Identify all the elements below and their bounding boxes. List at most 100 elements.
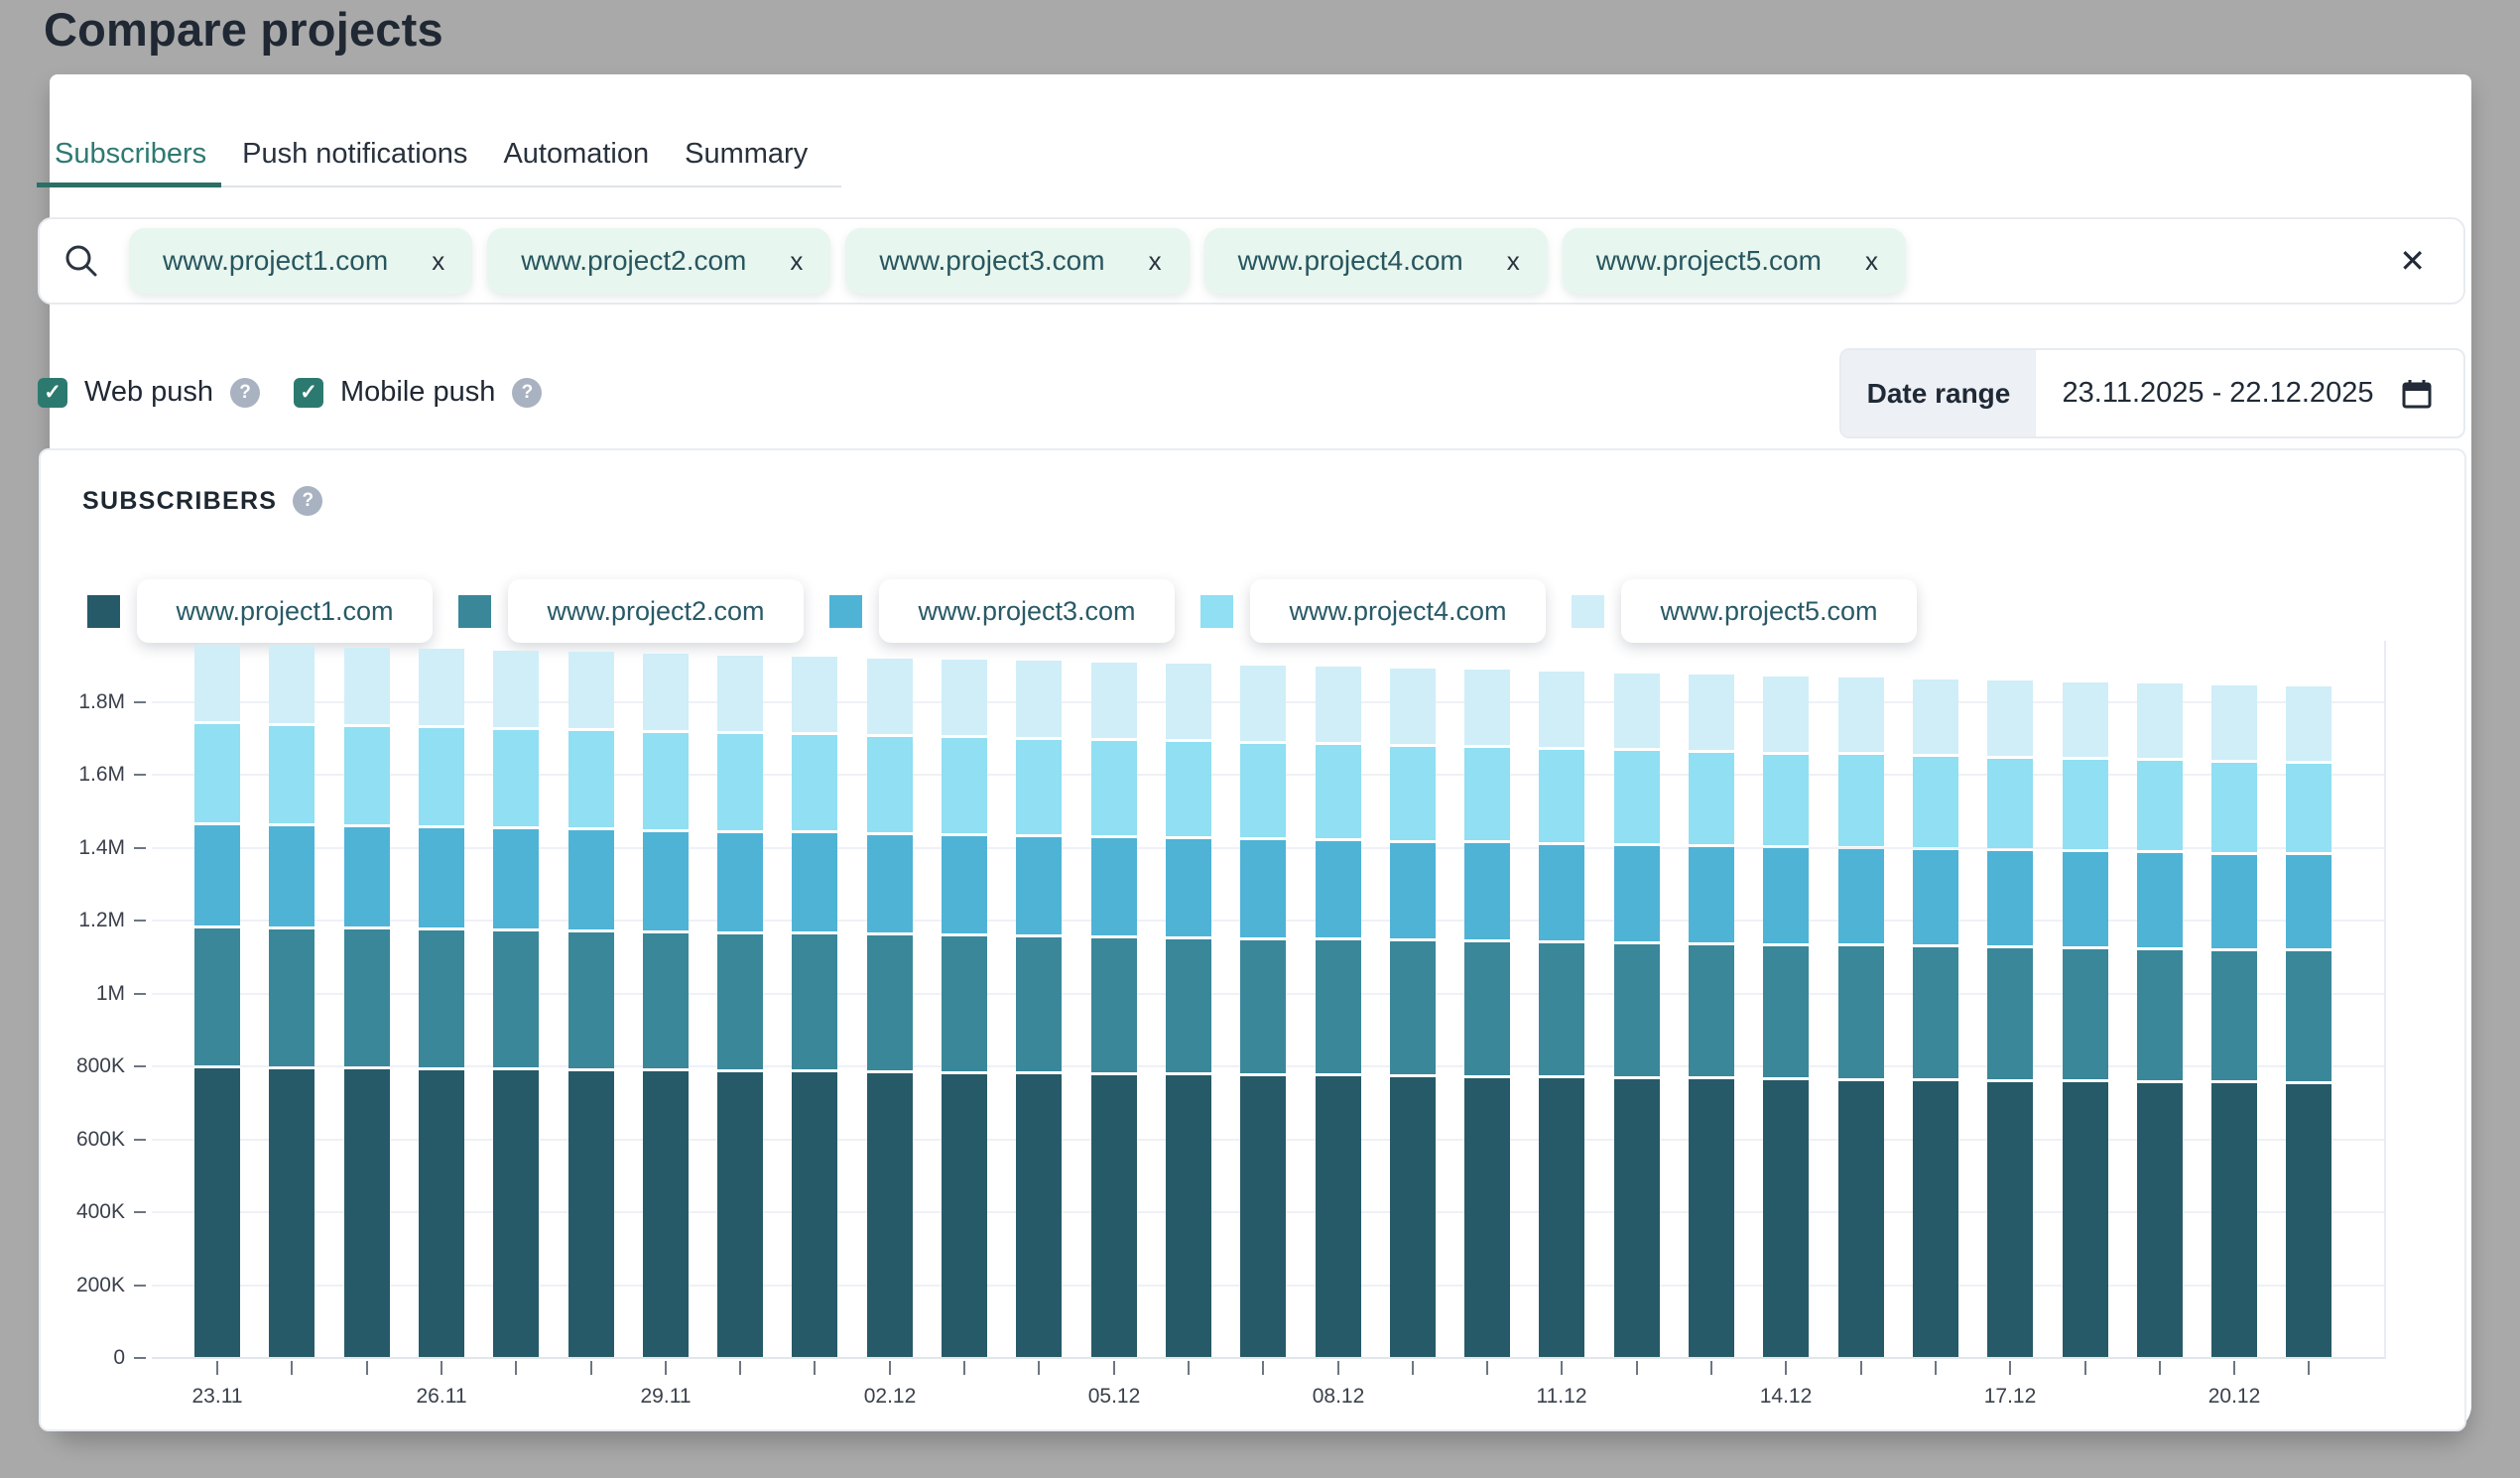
- y-axis-tick: [134, 1357, 146, 1359]
- bar-segment: [493, 651, 539, 727]
- bar-column[interactable]: [269, 628, 315, 1357]
- bar-column[interactable]: [493, 628, 539, 1357]
- bar-column[interactable]: [2286, 628, 2331, 1357]
- y-axis-label: 1.2M: [0, 909, 125, 932]
- bar-column[interactable]: [194, 628, 240, 1357]
- bar-segment: [1913, 1081, 1958, 1357]
- project-tag[interactable]: www.project5.comx: [1563, 228, 1906, 294]
- bar-segment: [1166, 1075, 1211, 1357]
- tab-automation[interactable]: Automation: [485, 130, 667, 179]
- calendar-icon[interactable]: [2400, 377, 2434, 411]
- bar-segment: [1689, 675, 1734, 750]
- bar-segment: [2286, 1084, 2331, 1357]
- bar-column[interactable]: [344, 628, 390, 1357]
- y-axis-tick: [134, 1065, 146, 1067]
- bar-column[interactable]: [867, 628, 913, 1357]
- bar-segment: [1166, 742, 1211, 836]
- bar-segment: [194, 928, 240, 1065]
- bar-segment: [419, 728, 464, 825]
- subscribers-chart: 0200K400K600K800K1M1.2M1.4M1.6M1.8M23.11…: [152, 629, 2386, 1358]
- bar-segment: [2286, 951, 2331, 1080]
- project-search-field[interactable]: www.project1.comxwww.project2.comxwww.pr…: [38, 217, 2465, 305]
- tab-subscribers[interactable]: Subscribers: [37, 130, 224, 179]
- project-tag[interactable]: www.project2.comx: [487, 228, 830, 294]
- date-range-label: Date range: [1841, 350, 2036, 436]
- bar-column[interactable]: [2211, 628, 2257, 1357]
- bar-segment: [1390, 669, 1436, 744]
- y-axis-tick: [134, 1285, 146, 1287]
- y-axis-label: 800K: [0, 1054, 125, 1078]
- bar-segment: [1614, 944, 1660, 1076]
- bar-column[interactable]: [1464, 628, 1510, 1357]
- bar-segment: [1240, 940, 1286, 1073]
- subscribers-help-icon[interactable]: ?: [293, 486, 322, 516]
- bar-segment: [1763, 946, 1809, 1077]
- bar-column[interactable]: [1539, 628, 1584, 1357]
- bar-segment: [344, 827, 390, 926]
- bar-segment: [269, 1069, 315, 1357]
- project-tag[interactable]: www.project3.com x: [845, 228, 1189, 294]
- bar-column[interactable]: [1091, 628, 1137, 1357]
- bar-column[interactable]: [792, 628, 837, 1357]
- date-range-value: 23.11.2025 - 22.12.2025: [2036, 350, 2400, 436]
- x-axis-tick: [963, 1361, 965, 1375]
- web-push-checkbox[interactable]: ✓: [38, 378, 67, 408]
- bar-column[interactable]: [2063, 628, 2108, 1357]
- bar-segment: [1913, 947, 1958, 1078]
- bar-column[interactable]: [419, 628, 464, 1357]
- bar-column[interactable]: [1316, 628, 1361, 1357]
- mobile-push-checkbox[interactable]: ✓: [294, 378, 323, 408]
- bar-column[interactable]: [1913, 628, 1958, 1357]
- date-range-picker[interactable]: Date range 23.11.2025 - 22.12.2025: [1839, 348, 2465, 438]
- x-axis-tick: [2009, 1361, 2011, 1375]
- y-axis-label: 1M: [0, 982, 125, 1006]
- x-axis-label: 17.12: [1941, 1385, 2079, 1409]
- remove-tag-icon[interactable]: x: [432, 248, 444, 274]
- bar-column[interactable]: [1390, 628, 1436, 1357]
- bar-segment: [1166, 664, 1211, 739]
- bar-column[interactable]: [1166, 628, 1211, 1357]
- bar-column[interactable]: [1240, 628, 1286, 1357]
- bar-column[interactable]: [568, 628, 614, 1357]
- chart-right-border: [2384, 641, 2386, 1358]
- bar-column[interactable]: [1838, 628, 1884, 1357]
- remove-tag-icon[interactable]: x: [1149, 248, 1162, 274]
- mobile-push-help-icon[interactable]: ?: [512, 378, 542, 408]
- project-tag[interactable]: www.project4.comx: [1204, 228, 1548, 294]
- bar-segment: [2137, 950, 2183, 1080]
- page-title: Compare projects: [44, 2, 443, 57]
- bar-segment: [643, 733, 689, 829]
- bar-segment: [194, 645, 240, 721]
- remove-tag-icon[interactable]: x: [1507, 248, 1520, 274]
- bar-column[interactable]: [1689, 628, 1734, 1357]
- bar-column[interactable]: [1016, 628, 1062, 1357]
- bar-segment: [1763, 677, 1809, 751]
- bar-column[interactable]: [1614, 628, 1660, 1357]
- tab-push-notifications[interactable]: Push notifications: [224, 130, 485, 179]
- y-axis-label: 0: [0, 1346, 125, 1370]
- project-tag[interactable]: www.project1.comx: [129, 228, 472, 294]
- bar-column[interactable]: [643, 628, 689, 1357]
- x-axis-tick: [366, 1361, 368, 1375]
- bar-column[interactable]: [717, 628, 763, 1357]
- bar-segment: [942, 1074, 987, 1357]
- bar-segment: [1614, 846, 1660, 941]
- y-axis-label: 1.4M: [0, 836, 125, 860]
- bar-segment: [1689, 945, 1734, 1077]
- project-tag-label: www.project3.com: [879, 245, 1104, 277]
- remove-tag-icon[interactable]: x: [790, 248, 803, 274]
- bar-segment: [717, 833, 763, 931]
- web-push-help-icon[interactable]: ?: [230, 378, 260, 408]
- clear-search-icon[interactable]: ✕: [2399, 242, 2426, 280]
- remove-tag-icon[interactable]: x: [1865, 248, 1878, 274]
- tab-summary[interactable]: Summary: [667, 130, 825, 179]
- bar-column[interactable]: [1763, 628, 1809, 1357]
- bar-column[interactable]: [942, 628, 987, 1357]
- bar-segment: [269, 726, 315, 824]
- bar-segment: [1539, 672, 1584, 747]
- bar-column[interactable]: [1987, 628, 2033, 1357]
- legend-swatch: [1572, 595, 1604, 628]
- bar-segment: [942, 738, 987, 833]
- bar-column[interactable]: [2137, 628, 2183, 1357]
- bar-segment: [419, 1070, 464, 1357]
